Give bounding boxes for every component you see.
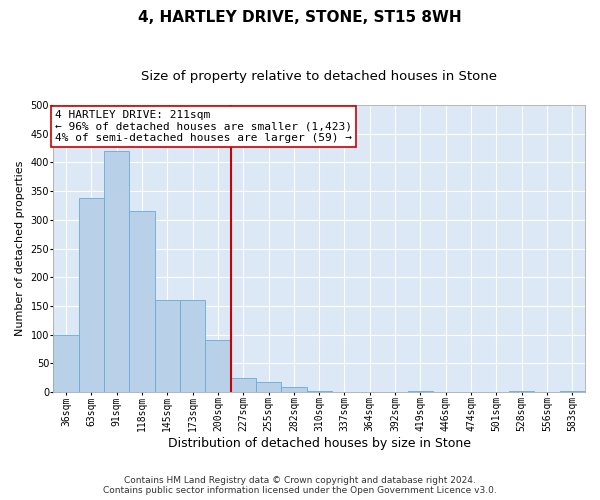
Bar (53, 334, 79, 392)
Bar (205, 340, 230, 392)
Text: 4, HARTLEY DRIVE, STONE, ST15 8WH: 4, HARTLEY DRIVE, STONE, ST15 8WH (138, 10, 462, 25)
Bar (155, 300, 180, 392)
Title: Size of property relative to detached houses in Stone: Size of property relative to detached ho… (141, 70, 497, 83)
Bar (79, 198, 104, 392)
Bar (281, 387, 307, 392)
Text: Contains HM Land Registry data © Crown copyright and database right 2024.
Contai: Contains HM Land Registry data © Crown c… (103, 476, 497, 495)
Text: 4 HARTLEY DRIVE: 211sqm
← 96% of detached houses are smaller (1,423)
4% of semi-: 4 HARTLEY DRIVE: 211sqm ← 96% of detache… (55, 110, 352, 143)
Bar (256, 382, 281, 392)
X-axis label: Distribution of detached houses by size in Stone: Distribution of detached houses by size … (167, 437, 470, 450)
Bar (104, 151, 129, 392)
Y-axis label: Number of detached properties: Number of detached properties (15, 161, 25, 336)
Bar (230, 378, 256, 392)
Bar (180, 300, 205, 392)
Bar (129, 211, 155, 392)
